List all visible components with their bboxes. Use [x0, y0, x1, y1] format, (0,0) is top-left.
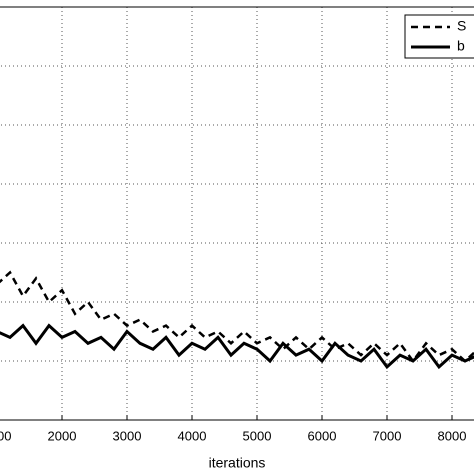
x-tick-label: 5000	[243, 428, 272, 443]
x-tick-label: 1000	[0, 428, 11, 443]
legend-label: b	[457, 38, 465, 54]
x-tick-label: 8000	[438, 428, 467, 443]
legend-label: S	[457, 18, 466, 34]
series-line	[0, 270, 474, 364]
x-tick-label: 3000	[113, 428, 142, 443]
series-line	[0, 323, 474, 370]
x-axis-label: iterations	[209, 455, 266, 471]
x-tick-label: 4000	[178, 428, 207, 443]
x-tick-label: 7000	[373, 428, 402, 443]
legend-box	[404, 14, 474, 59]
x-tick-label: 2000	[48, 428, 77, 443]
x-tick-label: 6000	[308, 428, 337, 443]
